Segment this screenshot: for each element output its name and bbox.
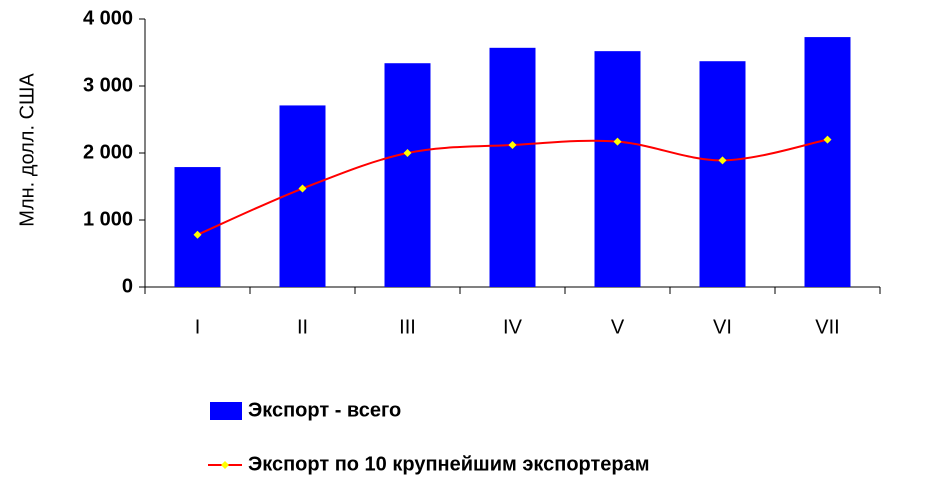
y-tick-label: 3 000 [83, 74, 133, 96]
y-axis-label: Млн. долл. США [16, 73, 38, 227]
marker [508, 140, 517, 149]
legend-swatch [210, 402, 242, 420]
x-tick-label: V [611, 316, 625, 338]
marker [718, 156, 727, 165]
x-tick-label: VI [713, 316, 732, 338]
legend-label: Экспорт по 10 крупнейшим экспортерам [248, 453, 650, 475]
marker [613, 137, 622, 146]
y-tick-label: 4 000 [83, 7, 133, 29]
y-tick-label: 1 000 [83, 208, 133, 230]
marker [403, 149, 412, 157]
bar [594, 51, 641, 287]
x-tick-label: VII [815, 316, 839, 338]
x-tick-label: IV [503, 316, 523, 338]
bar [384, 63, 431, 287]
x-tick-label: I [195, 316, 201, 338]
y-tick-label: 0 [122, 275, 133, 297]
bar [699, 61, 746, 288]
legend-label: Экспорт - всего [248, 399, 401, 421]
bar [279, 105, 326, 288]
bar [804, 37, 851, 288]
marker [298, 184, 307, 193]
bar [489, 47, 536, 288]
x-tick-label: III [399, 316, 416, 338]
y-tick-label: 2 000 [83, 141, 133, 163]
legend-marker [221, 461, 229, 469]
marker [193, 230, 202, 239]
x-tick-label: II [297, 316, 308, 338]
marker [823, 135, 832, 144]
